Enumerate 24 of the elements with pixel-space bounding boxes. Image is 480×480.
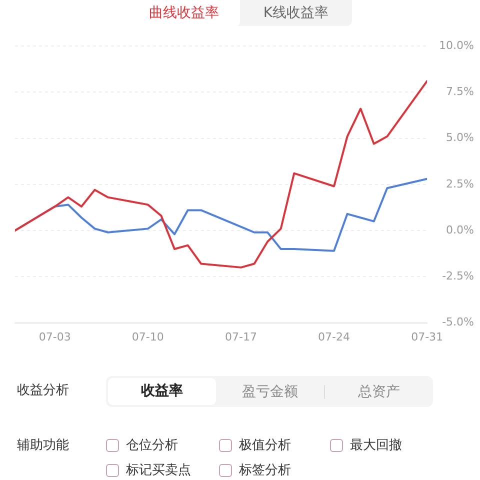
x-tick-label: 07-10 bbox=[132, 330, 164, 344]
text: 盈亏金额 bbox=[241, 382, 299, 400]
y-tick-label: 5.0% bbox=[446, 131, 474, 144]
text: 收益分析 bbox=[17, 383, 69, 399]
text: 曲线收益率 bbox=[128, 0, 240, 26]
y-tick-label: -2.5% bbox=[442, 270, 474, 283]
x-tick-label: 07-17 bbox=[224, 330, 257, 344]
text: 最大回撤 bbox=[350, 438, 402, 454]
y-tick-label: 7.5% bbox=[446, 84, 474, 98]
text: 总资产 bbox=[357, 382, 401, 400]
text: 辅助功能 bbox=[17, 438, 69, 454]
text: 极值分析 bbox=[239, 438, 291, 454]
text: 标签分析 bbox=[239, 463, 291, 479]
text: 收益率 bbox=[108, 378, 216, 405]
x-tick-label: 07-31 bbox=[411, 330, 444, 344]
x-tick-label: 07-24 bbox=[318, 330, 350, 344]
y-tick-label: -5.0% bbox=[442, 316, 474, 329]
text: K线收益率 bbox=[262, 4, 330, 23]
y-tick-label: 10.0% bbox=[439, 38, 474, 52]
text: 标记买卖点 bbox=[126, 463, 191, 479]
text: 仓位分析 bbox=[126, 438, 178, 454]
y-tick-label: 0.0% bbox=[446, 223, 474, 236]
y-tick-label: 2.5% bbox=[446, 177, 474, 190]
x-tick-label: 07-03 bbox=[38, 330, 71, 344]
